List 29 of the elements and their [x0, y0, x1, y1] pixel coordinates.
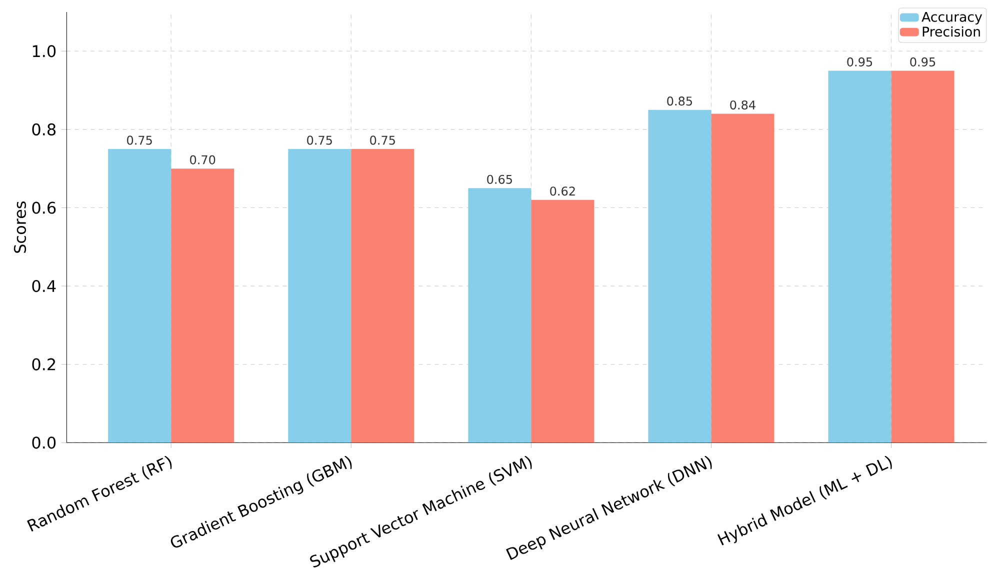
- data-label: 0.62: [550, 186, 575, 196]
- data-label: 0.75: [127, 136, 152, 145]
- y-axis-title: Scores: [14, 202, 26, 254]
- legend-label: Precision: [922, 26, 980, 37]
- y-tick-label: 0.8: [32, 124, 56, 136]
- data-label: 0.75: [370, 136, 395, 145]
- data-label: 0.75: [307, 136, 332, 145]
- bar: [468, 188, 532, 443]
- y-tick-label: 0.6: [32, 202, 56, 214]
- data-label: 0.85: [667, 96, 692, 106]
- data-label: 0.95: [847, 58, 872, 67]
- bar: [891, 70, 954, 443]
- y-tick-label: 1.0: [32, 45, 56, 58]
- legend-label: Accuracy: [922, 12, 982, 25]
- data-label: 0.70: [190, 155, 216, 165]
- data-label: 0.95: [910, 58, 936, 67]
- bar: [171, 168, 234, 443]
- y-tick-label: 0.4: [32, 280, 56, 292]
- bar: [288, 149, 352, 443]
- y-tick-label: 0.2: [32, 358, 56, 371]
- bar: [108, 149, 172, 443]
- data-label: 0.65: [487, 175, 512, 184]
- bar: [711, 114, 774, 443]
- data-label: 0.84: [730, 100, 756, 110]
- bar: [648, 110, 712, 443]
- bar: [828, 70, 892, 443]
- y-tick-label: 0.0: [32, 436, 56, 449]
- bar: [531, 200, 594, 443]
- bar: [351, 149, 414, 443]
